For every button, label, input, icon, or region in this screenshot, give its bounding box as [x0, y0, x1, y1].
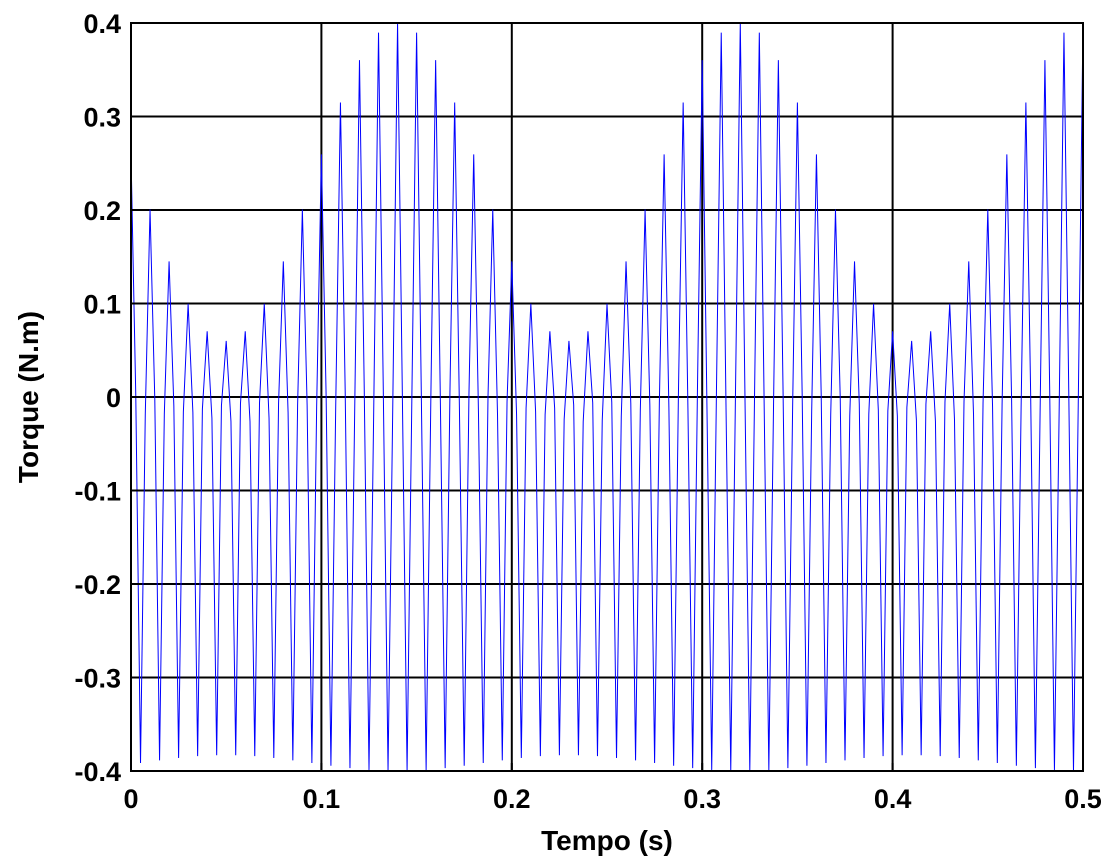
x-tick-label: 0.1: [303, 784, 341, 814]
y-tick-label: 0.4: [83, 9, 121, 39]
x-tick-label: 0: [123, 784, 138, 814]
x-tick-label: 0.3: [683, 784, 721, 814]
x-tick-label: 0.4: [874, 784, 912, 814]
x-tick-label: 0.2: [493, 784, 531, 814]
y-tick-label: -0.1: [74, 477, 121, 507]
y-axis-label: Torque (N.m): [13, 311, 44, 483]
torque-series: [130, 22, 1084, 771]
y-tick-labels: -0.4 -0.3 -0.2 -0.1 0 0.1 0.2 0.3 0.4: [74, 9, 121, 787]
tick-marks: [130, 22, 1084, 772]
y-tick-label: 0.3: [83, 103, 121, 133]
y-tick-label: 0: [106, 383, 121, 413]
x-tick-labels: 0 0.1 0.2 0.3 0.4 0.5: [123, 784, 1101, 814]
torque-line: [130, 22, 1084, 771]
y-tick-label: -0.2: [74, 570, 121, 600]
y-tick-label: -0.4: [74, 757, 121, 787]
y-tick-label: -0.3: [74, 664, 121, 694]
y-tick-label: 0.1: [83, 290, 121, 320]
x-tick-label: 0.5: [1064, 784, 1102, 814]
x-axis-label: Tempo (s): [541, 825, 673, 856]
y-tick-label: 0.2: [83, 196, 121, 226]
